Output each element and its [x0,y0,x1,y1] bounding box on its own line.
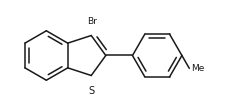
Text: Br: Br [87,17,97,26]
Text: S: S [89,86,95,96]
Text: Me: Me [191,64,205,73]
